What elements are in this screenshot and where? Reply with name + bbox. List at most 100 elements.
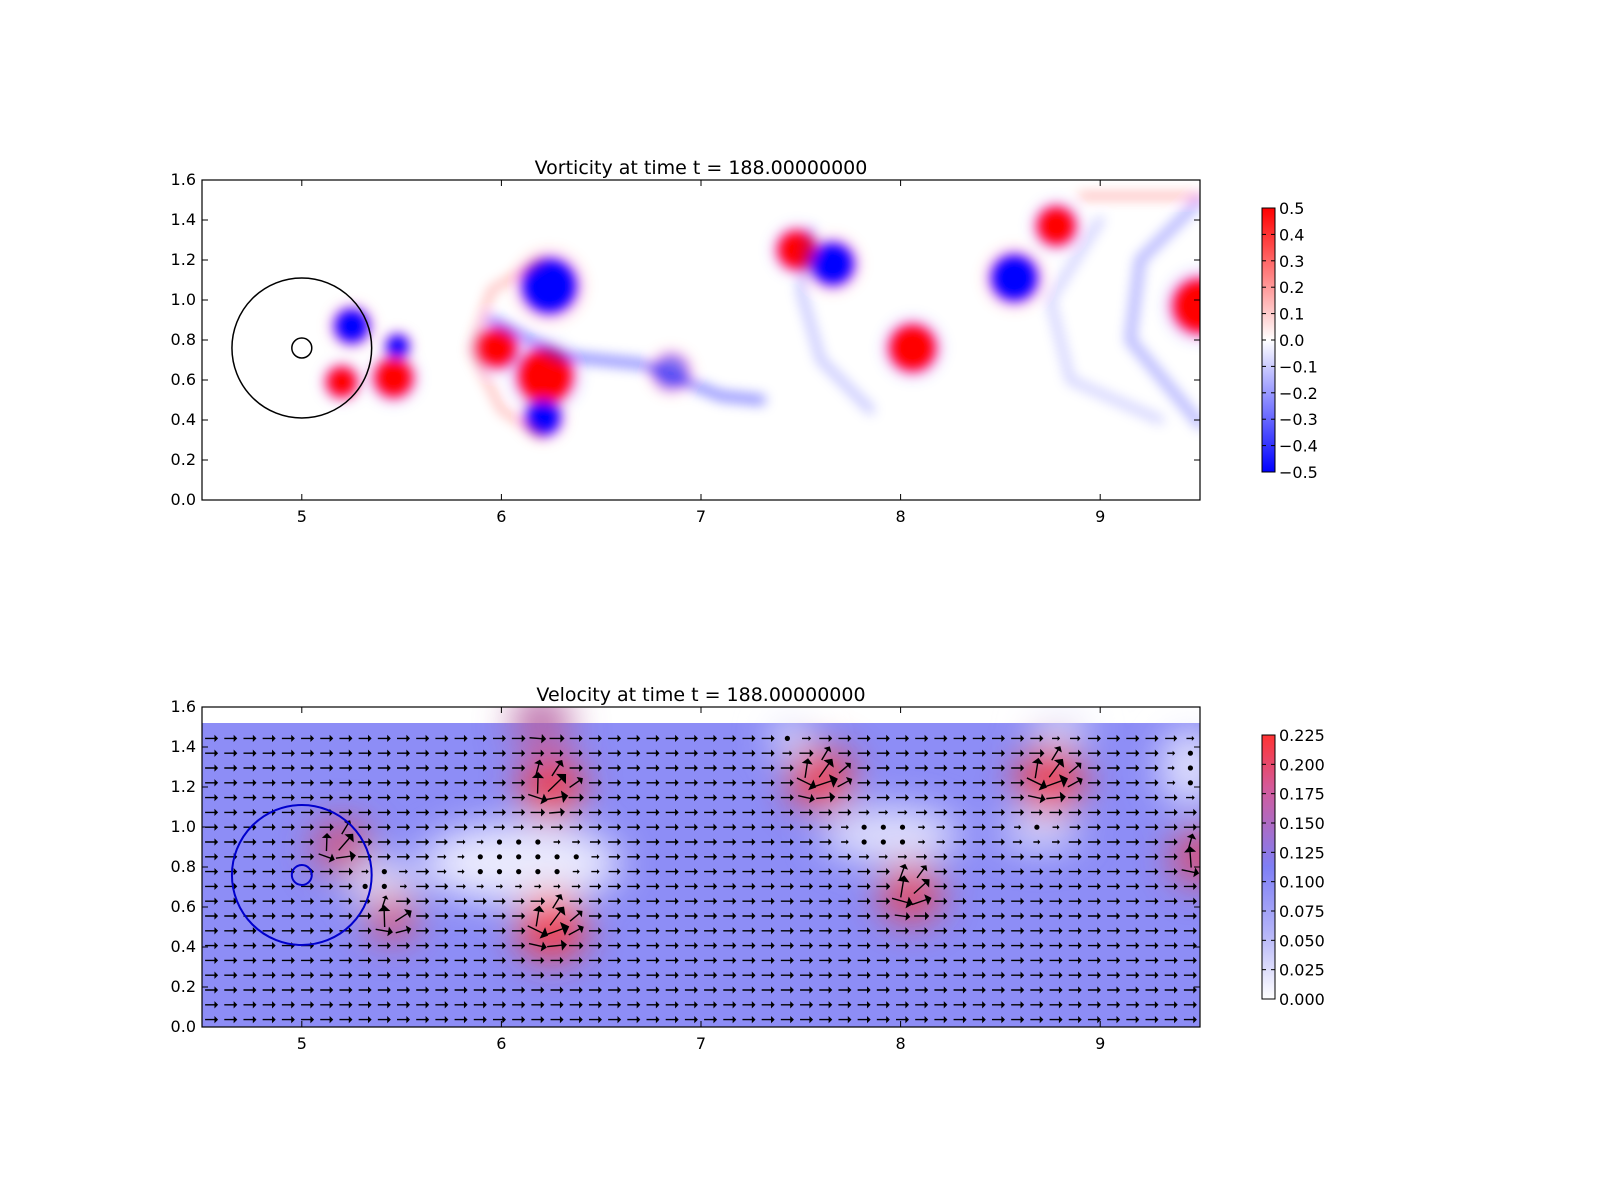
- vortex-positive: [1172, 278, 1200, 334]
- quiver-arrow: [1030, 809, 1043, 816]
- quiver-arrow: [534, 759, 544, 777]
- quiver-arrow: [301, 734, 315, 743]
- quiver-arrow: [953, 956, 967, 965]
- quiver-arrow: [704, 764, 718, 772]
- quiver-arrow: [665, 941, 679, 950]
- y-tick-label: 0.6: [171, 897, 196, 916]
- quiver-arrow: [953, 823, 967, 831]
- quiver-arrow: [1069, 824, 1081, 831]
- quiver-arrow: [608, 956, 622, 965]
- quiver-arrow: [476, 883, 484, 889]
- quiver-arrow: [320, 882, 334, 891]
- quiver-arrow: [511, 734, 526, 743]
- quiver-arrow: [1126, 882, 1140, 891]
- quiver-arrow: [742, 1001, 756, 1009]
- quiver-arrow: [972, 808, 986, 817]
- quiver-arrow: [1164, 867, 1178, 876]
- quiver-arrow: [684, 941, 698, 950]
- quiver-arrow: [454, 779, 468, 787]
- quiver-arrow: [416, 764, 430, 772]
- quiver-arrow: [416, 853, 430, 861]
- quiver-arrow: [457, 854, 465, 860]
- quiver-arrow: [876, 1015, 890, 1024]
- quiver-arrow: [224, 749, 238, 757]
- quiver-arrow: [262, 1001, 276, 1009]
- quiver-arrow: [1030, 897, 1044, 905]
- quiver-arrow: [358, 912, 372, 920]
- quiver-dot: [1187, 765, 1194, 771]
- quiver-arrow: [646, 897, 660, 905]
- quiver-arrow: [1167, 750, 1176, 756]
- quiver-arrow: [894, 912, 911, 921]
- quiver-arrow: [934, 793, 948, 802]
- quiver-arrow: [953, 1015, 967, 1024]
- quiver-arrow: [1087, 941, 1101, 950]
- quiver-arrow: [761, 764, 775, 772]
- quiver-arrow: [819, 941, 833, 950]
- quiver-arrow: [953, 927, 967, 935]
- quiver-arrow: [1011, 749, 1025, 757]
- quiver-arrow: [301, 927, 315, 935]
- quiver-arrow: [243, 734, 257, 743]
- quiver-arrow: [377, 823, 391, 831]
- quiver-arrow: [915, 941, 929, 950]
- quiver-arrow: [531, 1001, 545, 1009]
- quiver-arrow: [665, 912, 679, 920]
- quiver-arrow: [320, 927, 334, 935]
- quiver-arrow: [1145, 808, 1159, 817]
- quiver-arrow: [1126, 823, 1140, 831]
- quiver-arrow: [953, 808, 967, 817]
- quiver-arrow: [416, 882, 430, 891]
- quiver-arrow: [684, 1015, 698, 1024]
- quiver-arrow: [1011, 956, 1025, 965]
- quiver-arrow: [531, 956, 545, 965]
- quiver-arrow: [1126, 941, 1140, 950]
- quiver-arrow: [1068, 1015, 1082, 1024]
- quiver-arrow: [416, 808, 430, 817]
- quiver-dot: [535, 869, 541, 875]
- quiver-arrow: [1087, 882, 1101, 891]
- quiver-arrow: [1087, 749, 1101, 757]
- quiver-arrow: [934, 956, 948, 965]
- quiver-arrow: [972, 838, 986, 846]
- quiver-arrow: [1126, 867, 1140, 876]
- quiver-arrow: [1052, 839, 1061, 845]
- quiver-arrow: [1068, 793, 1083, 802]
- colorbar-tick-label: 0.200: [1279, 755, 1325, 774]
- quiver-arrow: [608, 764, 622, 772]
- quiver-arrow: [320, 941, 334, 950]
- vorticity-colorbar-ticks: 0.5 0.4 0.3 0.2 0.1 0.0 −0.1 −0.2 −0.3 −0.4 −0.5: [1262, 199, 1318, 482]
- quiver-arrow: [665, 838, 679, 846]
- quiver-arrow: [435, 1001, 449, 1009]
- quiver-arrow: [1183, 971, 1197, 979]
- quiver-arrow: [339, 808, 353, 817]
- quiver-arrow: [838, 853, 852, 861]
- quiver-arrow: [780, 764, 794, 772]
- quiver-arrow: [377, 749, 391, 757]
- quiver-arrow: [1011, 971, 1025, 979]
- quiver-arrow: [377, 956, 391, 965]
- quiver-arrow: [1107, 779, 1121, 787]
- quiver-arrow: [569, 749, 583, 757]
- quiver-arrow: [456, 883, 466, 890]
- quiver-arrow: [780, 971, 794, 979]
- quiver-arrow: [435, 749, 449, 757]
- quiver-arrow: [531, 986, 545, 994]
- quiver-arrow: [780, 1001, 794, 1009]
- slow-region: [820, 807, 961, 863]
- quiver-arrow: [896, 971, 910, 979]
- quiver-arrow: [723, 734, 737, 743]
- quiver-arrow: [896, 764, 910, 772]
- quiver-arrow: [857, 1001, 871, 1009]
- quiver-arrow: [281, 838, 295, 846]
- quiver-arrow: [396, 897, 411, 906]
- y-tick-label: 0.2: [171, 450, 196, 469]
- quiver-arrow: [819, 897, 833, 905]
- quiver-arrow: [646, 734, 660, 743]
- quiver-arrow: [1164, 882, 1178, 891]
- colorbar-tick-label: 0.075: [1279, 902, 1325, 921]
- quiver-arrow: [397, 853, 411, 861]
- quiver-arrow: [838, 734, 852, 743]
- quiver-arrow: [569, 910, 583, 922]
- quiver-arrow: [972, 1015, 986, 1024]
